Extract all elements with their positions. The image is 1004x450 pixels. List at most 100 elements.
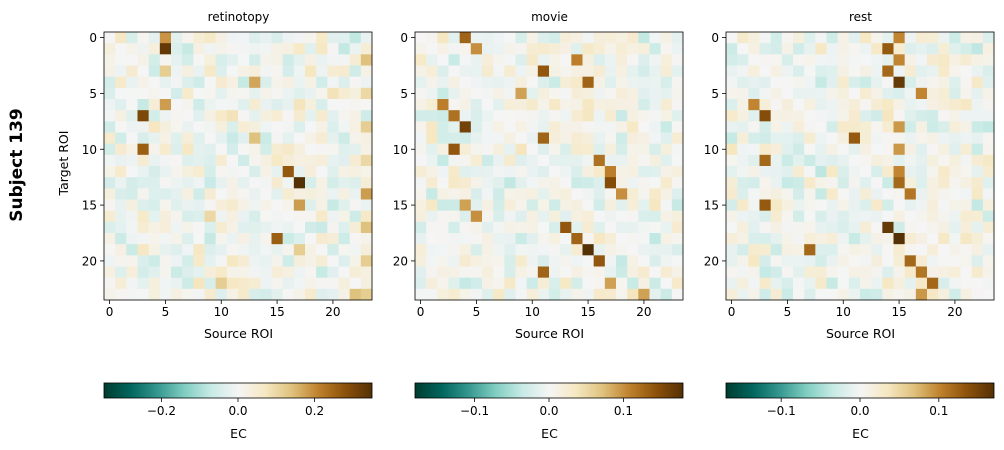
heatmap-cell bbox=[316, 210, 328, 223]
heatmap-cell bbox=[159, 65, 172, 78]
heatmap-cell bbox=[482, 244, 494, 256]
heatmap-cell bbox=[549, 199, 561, 212]
heatmap-cell bbox=[415, 76, 427, 89]
heatmap-cell bbox=[482, 154, 494, 167]
heatmap-cell bbox=[560, 255, 572, 267]
heatmap-cell bbox=[927, 87, 939, 100]
heatmap-cell bbox=[260, 199, 272, 212]
heatmap-cell bbox=[770, 143, 783, 156]
heatmap-cell bbox=[193, 255, 205, 267]
heatmap-cell bbox=[115, 266, 127, 279]
heatmap-cell bbox=[338, 132, 351, 145]
heatmap-cell bbox=[960, 166, 973, 178]
heatmap-cell bbox=[960, 199, 973, 212]
heatmap-cell bbox=[226, 76, 239, 89]
y-tick-label: 0 bbox=[711, 31, 719, 45]
heatmap-cell bbox=[649, 143, 662, 156]
heatmap-cell bbox=[915, 166, 928, 178]
heatmap-cell bbox=[982, 188, 995, 200]
heatmap-cell bbox=[182, 233, 194, 245]
heatmap-cell bbox=[748, 210, 760, 223]
heatmap-cell bbox=[226, 233, 239, 245]
heatmap-cell bbox=[982, 210, 995, 223]
heatmap-cell bbox=[249, 210, 261, 223]
heatmap-cell bbox=[238, 255, 250, 267]
heatmap-cell bbox=[871, 233, 883, 245]
heatmap-cell bbox=[459, 266, 472, 279]
heatmap-cell bbox=[293, 277, 306, 290]
heatmap-cell bbox=[204, 210, 217, 223]
heatmap-cell bbox=[426, 166, 438, 178]
heatmap-cell bbox=[904, 121, 917, 133]
heatmap-cell bbox=[616, 76, 628, 89]
heatmap-cell bbox=[893, 154, 906, 167]
heatmap-cell bbox=[327, 32, 339, 44]
heatmap-cell bbox=[148, 177, 161, 189]
heatmap-cell bbox=[537, 54, 550, 66]
heatmap-cell bbox=[571, 210, 583, 223]
heatmap-cell bbox=[526, 233, 539, 245]
heatmap-cell bbox=[137, 233, 150, 245]
heatmap-cell bbox=[638, 210, 650, 223]
heatmap-cell bbox=[282, 32, 295, 44]
heatmap-cell bbox=[459, 288, 472, 301]
heatmap-cell bbox=[338, 277, 351, 290]
heatmap-cell bbox=[848, 244, 861, 256]
heatmap-cell bbox=[482, 132, 494, 145]
heatmap-cell bbox=[781, 266, 794, 279]
heatmap-cell bbox=[215, 199, 228, 212]
heatmap-cell bbox=[571, 177, 583, 189]
heatmap-cell bbox=[459, 221, 472, 234]
heatmap-cell bbox=[571, 255, 583, 267]
heatmap-cell bbox=[781, 54, 794, 66]
heatmap-cell bbox=[770, 65, 783, 78]
heatmap-cell bbox=[671, 99, 684, 111]
heatmap-cell bbox=[804, 255, 816, 267]
heatmap-cell bbox=[649, 43, 662, 55]
heatmap-cell bbox=[470, 166, 483, 178]
heatmap-cell bbox=[781, 288, 794, 301]
heatmap-cell bbox=[271, 110, 284, 122]
heatmap-cell bbox=[415, 255, 427, 267]
heatmap-cell bbox=[582, 288, 595, 301]
heatmap-cell bbox=[316, 43, 328, 55]
heatmap-cell bbox=[437, 143, 449, 156]
heatmap-cell bbox=[137, 166, 150, 178]
heatmap-cell bbox=[737, 255, 749, 267]
heatmap-cell bbox=[448, 99, 461, 111]
heatmap-cell bbox=[927, 255, 939, 267]
heatmap-cell bbox=[848, 32, 861, 44]
heatmap-cell bbox=[249, 221, 261, 234]
heatmap-cell bbox=[327, 76, 339, 89]
heatmap-cell bbox=[960, 188, 973, 200]
heatmap-cell bbox=[770, 166, 783, 178]
heatmap-cell bbox=[171, 99, 183, 111]
heatmap-cell bbox=[204, 188, 217, 200]
heatmap-cell bbox=[137, 99, 150, 111]
heatmap-cell bbox=[537, 43, 550, 55]
heatmap-cell bbox=[526, 166, 539, 178]
heatmap-cell bbox=[793, 166, 805, 178]
heatmap-cell bbox=[426, 221, 438, 234]
heatmap-cell bbox=[338, 65, 351, 78]
heatmap-cell bbox=[882, 43, 894, 55]
heatmap-cell bbox=[249, 143, 261, 156]
heatmap-cell bbox=[448, 110, 461, 122]
heatmap-cell bbox=[604, 221, 617, 234]
heatmap-cell bbox=[526, 199, 539, 212]
heatmap-cell bbox=[360, 143, 373, 156]
heatmap-cell bbox=[882, 99, 894, 111]
heatmap-cell bbox=[159, 43, 172, 55]
heatmap-cell bbox=[537, 76, 550, 89]
heatmap-cell bbox=[448, 143, 461, 156]
heatmap-cell bbox=[660, 244, 673, 256]
heatmap-cell bbox=[493, 199, 505, 212]
heatmap-cell bbox=[649, 221, 662, 234]
heatmap-cell bbox=[649, 166, 662, 178]
heatmap-cell bbox=[671, 199, 684, 212]
heatmap-cell bbox=[327, 210, 339, 223]
heatmap-cell bbox=[982, 221, 995, 234]
heatmap-cell bbox=[571, 110, 583, 122]
heatmap-cell bbox=[593, 132, 606, 145]
heatmap-cell bbox=[282, 166, 295, 178]
